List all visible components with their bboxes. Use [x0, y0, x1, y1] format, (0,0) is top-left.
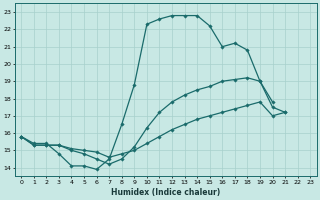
- X-axis label: Humidex (Indice chaleur): Humidex (Indice chaleur): [111, 188, 220, 197]
